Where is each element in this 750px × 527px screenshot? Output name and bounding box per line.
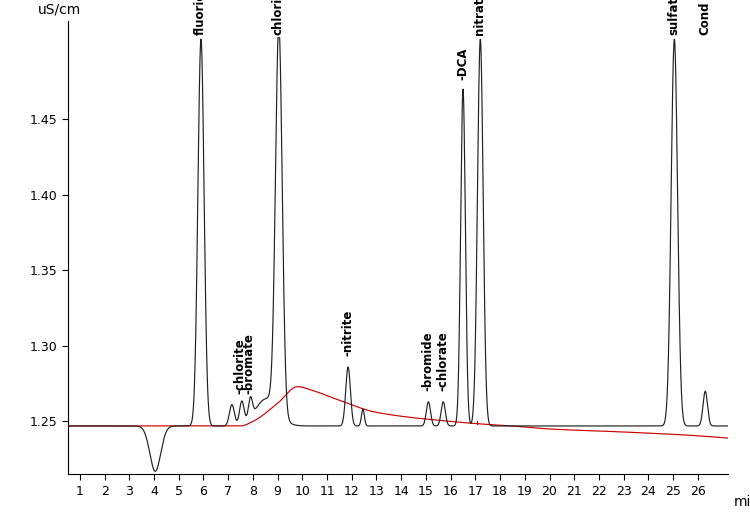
Text: fluoride: fluoride bbox=[194, 0, 207, 35]
Text: -chlorite: -chlorite bbox=[233, 338, 247, 394]
Text: min: min bbox=[734, 495, 750, 509]
Text: -chlorate: -chlorate bbox=[436, 331, 449, 391]
Text: -nitrite: -nitrite bbox=[341, 310, 354, 356]
Text: nitrate: nitrate bbox=[473, 0, 486, 35]
Text: -DCA: -DCA bbox=[456, 47, 469, 80]
Text: sulfate: sulfate bbox=[668, 0, 680, 35]
Text: Cond: Cond bbox=[698, 1, 711, 35]
Text: chloride: chloride bbox=[272, 0, 285, 35]
Text: uS/cm: uS/cm bbox=[38, 3, 81, 16]
Text: -bromate: -bromate bbox=[243, 334, 256, 394]
Text: -bromide: -bromide bbox=[422, 331, 434, 391]
